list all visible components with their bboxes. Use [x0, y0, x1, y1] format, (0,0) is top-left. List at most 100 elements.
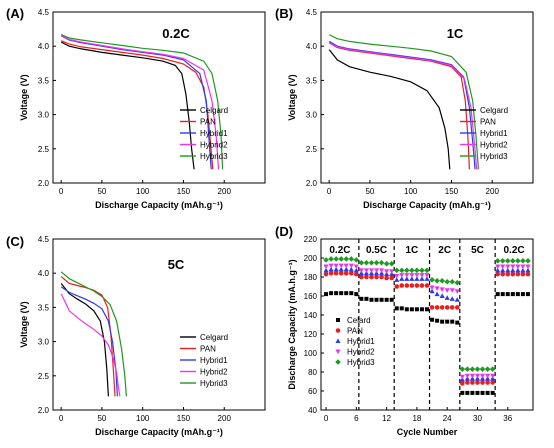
series-line-hybrid2 — [60, 293, 121, 397]
data-point — [424, 267, 430, 274]
data-point — [520, 267, 526, 273]
data-point — [525, 267, 531, 273]
data-point — [419, 307, 424, 312]
data-point — [470, 390, 475, 395]
data-point — [525, 271, 531, 277]
data-point — [329, 291, 334, 296]
x-axis-label: Discharge Capacity (mAh.g⁻¹) — [363, 200, 491, 210]
data-point — [434, 305, 440, 310]
data-point — [348, 263, 354, 269]
data-point — [369, 297, 374, 302]
x-axis-label: Discharge Capacity (mAh.g⁻¹) — [95, 200, 223, 210]
data-point — [449, 296, 455, 301]
data-point — [424, 273, 430, 278]
x-tick-label: 50 — [97, 414, 106, 423]
data-point — [334, 291, 339, 296]
data-point — [500, 292, 505, 297]
data-point — [480, 380, 485, 385]
panel-label: (D) — [275, 224, 293, 239]
data-point — [323, 271, 329, 277]
data-point — [429, 305, 435, 310]
y-tick-label: 80 — [308, 368, 317, 377]
data-point — [499, 258, 506, 264]
y-tick-label: 2.5 — [306, 145, 318, 154]
data-point — [500, 271, 506, 277]
rate-region-label: 2C — [438, 245, 451, 256]
x-tick-label: 100 — [136, 187, 150, 196]
data-point — [323, 264, 329, 270]
x-tick-label: 200 — [486, 187, 500, 196]
plot-frame — [52, 238, 266, 411]
data-point — [505, 292, 510, 297]
chart-title: 5C — [168, 257, 185, 272]
data-point — [333, 263, 339, 269]
legend-label: Hybrid3 — [200, 379, 228, 388]
data-point — [419, 283, 425, 288]
data-point — [343, 266, 349, 272]
data-point — [414, 307, 419, 312]
plot-frame — [52, 11, 266, 184]
data-point — [419, 276, 425, 281]
data-point — [465, 390, 470, 395]
y-tick-label: 3.0 — [306, 111, 318, 120]
series-line-hybrid2 — [328, 42, 478, 170]
legend-label: Hybrid1 — [347, 337, 375, 346]
series-line-hybrid1 — [60, 286, 118, 397]
data-point — [429, 288, 435, 294]
series-line-hybrid1 — [60, 35, 212, 170]
data-point — [429, 285, 435, 291]
y-tick-label: 200 — [304, 254, 318, 263]
data-point — [454, 305, 460, 310]
data-point — [505, 267, 511, 273]
data-point — [439, 278, 445, 284]
data-point — [425, 307, 429, 312]
data-point — [394, 274, 400, 279]
data-point — [409, 283, 415, 288]
y-tick-label: 4.5 — [38, 8, 50, 17]
x-axis-label: Cycle Number — [397, 427, 458, 437]
series-line-pan — [328, 42, 470, 170]
legend-label: Hybrid3 — [480, 152, 508, 161]
data-point — [388, 260, 395, 267]
data-point — [520, 258, 526, 264]
data-point — [369, 274, 374, 280]
data-point — [485, 390, 490, 395]
y-axis-label: Voltage (V) — [19, 301, 29, 347]
y-axis-label: Voltage (V) — [287, 74, 297, 120]
data-point — [414, 267, 420, 274]
y-tick-label: 3.5 — [38, 303, 50, 312]
data-point — [373, 268, 380, 273]
data-point — [338, 270, 344, 276]
x-tick-label: 36 — [503, 414, 512, 423]
data-point — [515, 292, 520, 297]
chart-panel-2: (B) 2.0 2.5 3.0 3.5 4.0 4.5 0 50 100 150 200 Dischar… — [275, 6, 534, 210]
data-point — [454, 279, 461, 286]
data-point — [515, 267, 521, 273]
x-tick-label: 30 — [473, 414, 482, 423]
data-point — [348, 270, 354, 276]
series-line-celgard — [60, 283, 109, 397]
data-point — [515, 264, 521, 270]
data-point — [344, 291, 349, 296]
data-point — [494, 258, 501, 264]
data-point — [358, 268, 364, 273]
data-point — [510, 271, 516, 277]
data-point — [359, 296, 364, 301]
data-point — [439, 305, 445, 310]
data-point — [444, 295, 450, 300]
data-point — [393, 267, 400, 274]
data-point — [409, 273, 415, 278]
data-point — [384, 297, 389, 302]
data-point — [469, 366, 476, 372]
x-tick-label: 0 — [59, 187, 64, 196]
x-tick-label: 50 — [365, 187, 374, 196]
data-point — [363, 259, 370, 266]
legend-label: Hybrid1 — [200, 356, 228, 365]
y-tick-label: 60 — [308, 387, 317, 396]
y-tick-label: 100 — [304, 349, 318, 358]
data-point — [500, 264, 506, 270]
y-tick-label: 40 — [308, 406, 317, 415]
data-point — [333, 270, 339, 276]
data-point — [363, 268, 370, 273]
data-point — [348, 266, 354, 272]
